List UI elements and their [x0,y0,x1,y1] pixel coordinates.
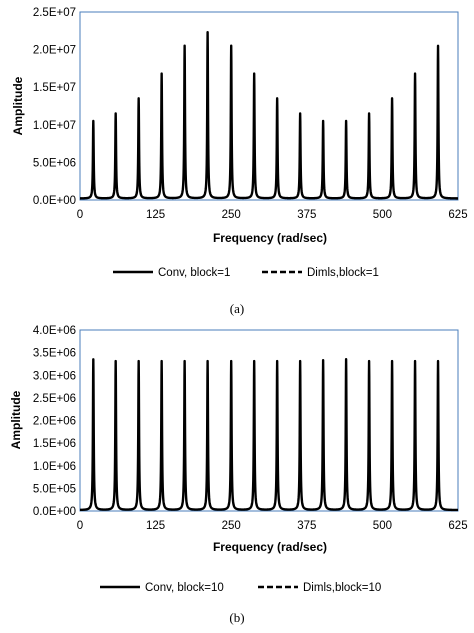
y-tick-label-b: 1.0E+06 [33,461,76,473]
x-tick-label-b: 375 [297,520,316,532]
x-tick-label-a: 375 [297,209,316,221]
x-tick-label-a: 0 [77,209,83,221]
x-tick-label-b: 0 [77,520,83,532]
plot-area-border-b [79,329,459,512]
x-tick-label-b: 500 [373,520,392,532]
x-tick-label-a: 500 [373,209,392,221]
x-tick-label-a: 625 [448,209,467,221]
legend-label-conv-a: Conv, block=1 [158,267,230,279]
x-tick-label-b: 125 [146,520,165,532]
x-axis-label-a: Frequency (rad/sec) [213,231,327,245]
legend-a: Conv, block=1 Dimls,block=1 [113,267,379,279]
chart-panel-a: 0.0E+00 5.0E+06 1.0E+07 1.5E+07 2.0E+07 2.5E+… [11,7,468,316]
panel-label-b: (b) [229,610,244,625]
curves-b [78,358,460,512]
curves-a [78,30,460,200]
x-tick-label-a: 125 [146,209,165,221]
y-axis-label-b: Amplitude [9,390,23,449]
x-tick-label-a: 250 [222,209,241,221]
y-tick-label-b: 3.5E+06 [33,348,76,360]
legend-label-dimls-b: Dimls,block=10 [303,582,381,594]
chart-panel-b: 0.0E+00 5.0E+05 1.0E+06 1.5E+06 2.0E+06 2.5E+… [9,325,468,625]
x-tick-label-b: 625 [448,520,467,532]
y-tick-label-a: 2.0E+07 [33,45,76,57]
y-tick-labels-b: 0.0E+00 5.0E+05 1.0E+06 1.5E+06 2.0E+06 2.5E+… [33,325,76,518]
legend-label-conv-b: Conv, block=10 [145,582,224,594]
y-tick-label-a: 1.0E+07 [33,120,76,132]
series-line-dimls-a [79,31,459,200]
y-tick-label-a: 5.0E+06 [33,157,76,169]
x-tick-label-b: 250 [222,520,241,532]
y-tick-label-a: 2.5E+07 [33,7,76,19]
legend-b: Conv, block=10 Dimls,block=10 [100,582,381,594]
plot-area-border-a [79,11,459,201]
x-axis-label-b: Frequency (rad/sec) [213,540,327,554]
y-tick-label-b: 0.0E+00 [33,506,76,518]
legend-label-dimls-a: Dimls,block=1 [307,267,379,279]
y-tick-label-b: 4.0E+06 [33,325,76,337]
y-tick-labels-a: 0.0E+00 5.0E+06 1.0E+07 1.5E+07 2.0E+07 2.5E+… [33,7,76,207]
y-tick-label-b: 2.0E+06 [33,416,76,428]
y-tick-label-b: 5.0E+05 [33,483,76,495]
y-tick-label-a: 1.5E+07 [33,82,76,94]
series-line-dimls-b [79,358,459,511]
y-tick-label-a: 0.0E+00 [33,195,76,207]
y-tick-label-b: 3.0E+06 [33,370,76,382]
y-axis-label-a: Amplitude [11,76,25,135]
y-tick-label-b: 2.5E+06 [33,393,76,405]
y-tick-label-b: 1.5E+06 [33,438,76,450]
x-tick-labels-a: 0 125 250 375 500 625 [77,209,468,221]
panel-label-a: (a) [230,301,244,316]
x-tick-labels-b: 0 125 250 375 500 625 [77,520,468,532]
